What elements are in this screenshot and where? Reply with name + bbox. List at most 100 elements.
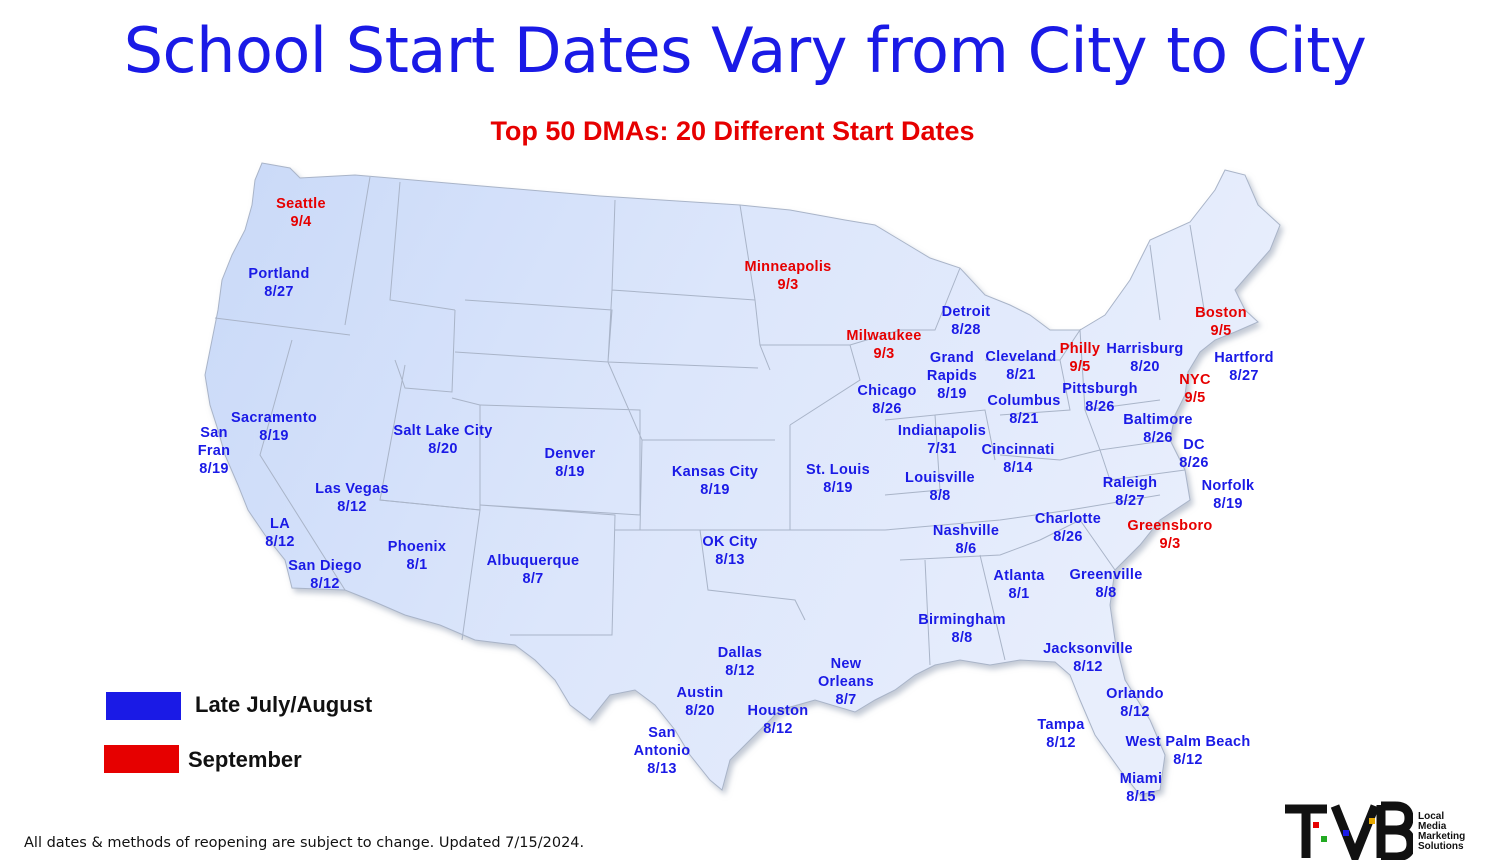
city-start-date: 8/19 [1213,496,1243,512]
city-start-date: 9/3 [873,346,895,362]
legend-swatch-august [106,692,181,720]
city-label: Seattle 9/4 [221,195,381,231]
city-start-date: 8/7 [522,571,544,587]
city-label: Greenville 8/8 [1026,566,1186,602]
city-label: Jacksonville 8/12 [1008,640,1168,676]
city-name: Norfolk [1201,478,1255,494]
city-start-date: 8/19 [700,482,730,498]
city-name: Portland [248,266,310,282]
city-start-date: 9/5 [1184,390,1206,406]
city-name: New Orleans [817,656,875,690]
city-name: Louisville [905,470,975,486]
page-subtitle: Top 50 DMAs: 20 Different Start Dates [490,116,975,146]
city-start-date: 8/14 [1003,460,1033,476]
city-name: Nashville [932,523,1000,539]
city-name: Kansas City [671,464,759,480]
city-name: Greenville [1069,567,1143,583]
city-name: LA [270,516,290,532]
city-name: Austin [676,685,724,701]
city-start-date: 8/26 [872,401,902,417]
city-name: Salt Lake City [393,423,493,439]
city-start-date: 8/26 [1053,529,1083,545]
city-label: Atlanta 8/1 [939,567,1099,603]
city-label: Cincinnati 8/14 [938,441,1098,477]
city-start-date: 8/13 [715,552,745,568]
city-label: Charlotte 8/26 [988,510,1148,546]
city-name: Cincinnati [981,442,1055,458]
city-label: Tampa 8/12 [981,716,1141,752]
city-start-date: 8/20 [428,441,458,457]
city-name: Boston [1195,305,1247,321]
city-label: Philly 9/5 [1000,340,1160,376]
city-name: Houston [747,703,809,719]
page-title: School Start Dates Vary from City to Cit… [123,14,1367,87]
city-name: Orlando [1106,686,1164,702]
city-start-date: 8/12 [763,721,793,737]
city-label: LA 8/12 [200,515,360,551]
city-start-date: 8/20 [685,703,715,719]
city-name: Atlanta [993,568,1045,584]
city-start-date: 8/27 [264,284,294,300]
city-label: Kansas City 8/19 [635,463,795,499]
city-name: Birmingham [918,612,1006,628]
city-start-date: 9/3 [777,277,799,293]
city-start-date: 9/5 [1069,359,1091,375]
city-label: Phoenix 8/1 [337,538,497,574]
city-label: Miami 8/15 [1061,770,1221,806]
city-name: Milwaukee [846,328,922,344]
city-label: Birmingham 8/8 [882,611,1042,647]
city-start-date: 8/21 [1006,367,1036,383]
city-start-date: 8/1 [1008,586,1030,602]
city-label: Salt Lake City 8/20 [363,422,523,458]
city-name: Dallas [717,645,763,661]
city-name: Sacramento [230,410,317,426]
city-start-date: 7/31 [927,441,957,457]
city-name: West Palm Beach [1125,734,1251,750]
city-start-date: 8/13 [647,761,677,777]
city-name: DC [1183,437,1205,453]
city-label: Orlando 8/12 [1055,685,1215,721]
city-label: Denver 8/19 [490,445,650,481]
city-name: Columbus [987,393,1061,409]
city-label: Hartford 8/27 [1164,349,1324,385]
city-label: Grand Rapids 8/19 [872,349,1032,403]
city-name: OK City [702,534,758,550]
city-name: Greensboro [1127,518,1213,534]
city-start-date: 8/12 [310,576,340,592]
city-start-date: 8/19 [259,428,289,444]
city-name: Phoenix [387,539,447,555]
us-mainland-outline [204,162,1281,796]
city-start-date: 8/1 [406,557,428,573]
legend-label-august: Late July/August [195,692,373,717]
legend-swatch-september [104,745,179,773]
city-label: OK City 8/13 [650,533,810,569]
city-start-date: 8/12 [1173,752,1203,768]
city-start-date: 8/12 [265,534,295,550]
city-start-date: 8/6 [955,541,977,557]
city-label: Norfolk 8/19 [1148,477,1308,513]
city-label: Baltimore 8/26 [1078,411,1238,447]
city-start-date: 8/12 [1073,659,1103,675]
city-label: Houston 8/12 [698,702,858,738]
city-label: San Antonio 8/13 [582,724,742,778]
city-start-date: 8/26 [1143,430,1173,446]
city-start-date: 8/27 [1115,493,1145,509]
city-name: Denver [544,446,596,462]
city-name: Pittsburgh [1062,381,1138,397]
city-start-date: 8/8 [951,630,973,646]
city-label: Greensboro 9/3 [1090,517,1250,553]
city-label: Boston 9/5 [1141,304,1301,340]
city-label: Louisville 8/8 [860,469,1020,505]
city-name: San Fran [197,425,231,459]
city-name: Seattle [276,196,326,212]
city-name: Tampa [1037,717,1085,733]
city-name: Grand Rapids [926,350,978,384]
city-label: Portland 8/27 [199,265,359,301]
city-start-date: 9/4 [290,214,312,230]
city-start-date: 8/20 [1130,359,1160,375]
city-start-date: 8/12 [1120,704,1150,720]
city-start-date: 8/8 [929,488,951,504]
city-name: Chicago [857,383,917,399]
city-label: Detroit 8/28 [886,303,1046,339]
